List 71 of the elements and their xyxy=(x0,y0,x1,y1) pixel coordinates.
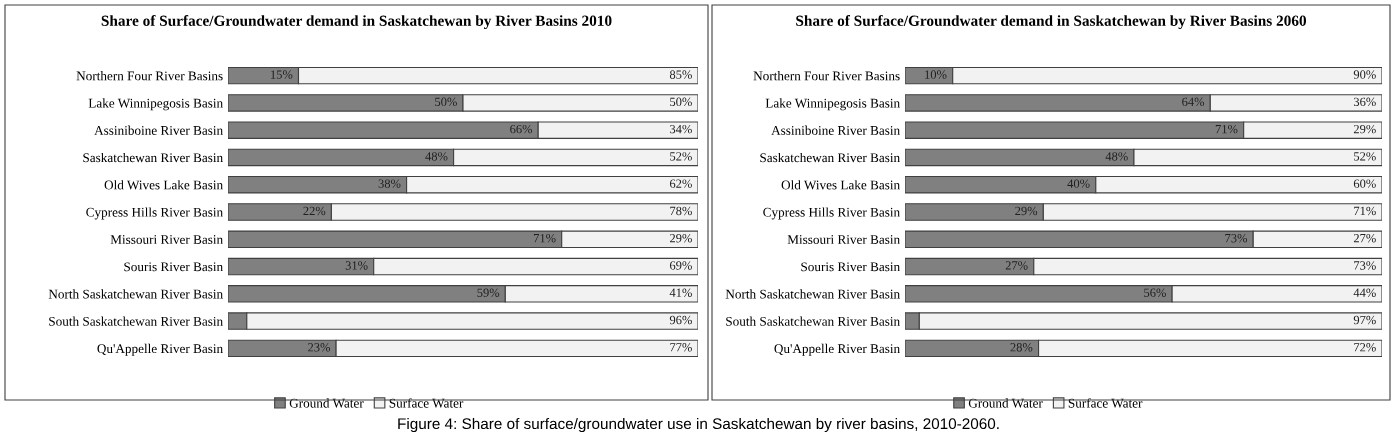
y-tick-label: Old Wives Lake Basin xyxy=(104,180,223,190)
data-label: 69% xyxy=(669,261,692,270)
data-label: 73% xyxy=(1354,261,1376,270)
data-label: 97% xyxy=(1353,315,1376,325)
y-tick-label: Saskatchewan River Basin xyxy=(83,152,223,163)
data-label: 50% xyxy=(435,97,457,107)
data-label: 72% xyxy=(1354,343,1376,352)
data-label: 56% xyxy=(1144,288,1166,297)
data-label: 41% xyxy=(669,288,692,297)
y-tick-label: Northern Four River Basins xyxy=(76,71,223,81)
data-label: 48% xyxy=(425,152,448,161)
data-label: 64% xyxy=(1182,97,1205,107)
data-label: 29% xyxy=(1353,124,1376,134)
data-label: 50% xyxy=(670,97,692,107)
y-tick-label: Northern Four River Basins xyxy=(753,71,900,81)
y-tick-label: Assiniboine River Basin xyxy=(94,125,223,135)
y-tick-label: South Saskatchewan River Basin xyxy=(49,316,223,326)
y-tick-label: Old Wives Lake Basin xyxy=(781,180,900,190)
data-label: 22% xyxy=(303,206,326,216)
data-label: 59% xyxy=(477,288,500,297)
data-label: 15% xyxy=(271,70,293,79)
y-tick-label: Lake Winnipegosis Basin xyxy=(765,98,900,111)
data-label: 78% xyxy=(670,206,692,216)
data-label: 85% xyxy=(669,70,692,79)
y-tick-label: Souris River Basin xyxy=(801,262,900,272)
data-label: 52% xyxy=(670,152,692,161)
y-tick-label: Qu'Appelle River Basin xyxy=(97,343,223,356)
legend-label: Ground Water xyxy=(289,398,364,408)
y-tick-label: Missouri River Basin xyxy=(787,235,900,244)
y-tick-label: South Saskatchewan River Basin xyxy=(726,316,900,326)
y-tick-label: Lake Winnipegosis Basin xyxy=(88,98,223,111)
y-tick-label: Qu'Appelle River Basin xyxy=(774,343,900,356)
data-label: 34% xyxy=(670,124,692,134)
data-label: 48% xyxy=(1105,152,1128,161)
data-label: 28% xyxy=(1010,343,1033,352)
y-tick-label: Missouri River Basin xyxy=(110,235,223,244)
legend-label: Ground Water xyxy=(968,398,1043,408)
data-label: 96% xyxy=(669,315,692,325)
data-label: 71% xyxy=(1215,124,1238,134)
data-label: 52% xyxy=(1354,152,1376,161)
data-label: 38% xyxy=(378,179,401,188)
data-label: 23% xyxy=(308,343,331,352)
data-label: 29% xyxy=(670,233,692,243)
y-tick-label: North Saskatchewan River Basin xyxy=(48,289,223,299)
y-tick-label: Cypress Hills River Basin xyxy=(86,207,223,220)
data-label: 29% xyxy=(1015,206,1038,216)
data-label: 40% xyxy=(1067,179,1090,188)
y-tick-label: Assiniboine River Basin xyxy=(771,125,900,135)
data-label: 27% xyxy=(1005,261,1028,270)
data-label: 10% xyxy=(925,70,947,79)
caption: Figure 4: Share of surface/groundwater use in Saskatchewan by river basins, 2010-2060. xyxy=(398,417,999,433)
data-label: 77% xyxy=(670,343,692,352)
data-label: 62% xyxy=(669,179,692,188)
chart-title: Share of Surface/Groundwater demand in Saskatchewan by River Basins 2010 xyxy=(101,14,612,30)
y-tick-label: Cypress Hills River Basin xyxy=(763,207,900,220)
chart-title: Share of Surface/Groundwater demand in Saskatchewan by River Basins 2060 xyxy=(796,14,1307,30)
data-label: 71% xyxy=(533,233,556,243)
data-label: 90% xyxy=(1353,70,1376,79)
data-label: 71% xyxy=(1354,206,1376,216)
data-label: 44% xyxy=(1353,288,1376,297)
y-tick-label: North Saskatchewan River Basin xyxy=(725,289,900,299)
y-tick-label: Souris River Basin xyxy=(124,262,223,272)
data-label: 31% xyxy=(345,261,368,270)
data-label: 36% xyxy=(1353,97,1376,107)
legend-label: Surface Water xyxy=(389,398,464,408)
y-tick-label: Saskatchewan River Basin xyxy=(760,152,900,163)
data-label: 66% xyxy=(510,124,533,134)
legend-label: Surface Water xyxy=(1068,398,1143,408)
data-label: 73% xyxy=(1225,233,1248,243)
data-label: 60% xyxy=(1353,179,1376,188)
data-label: 27% xyxy=(1353,233,1376,243)
